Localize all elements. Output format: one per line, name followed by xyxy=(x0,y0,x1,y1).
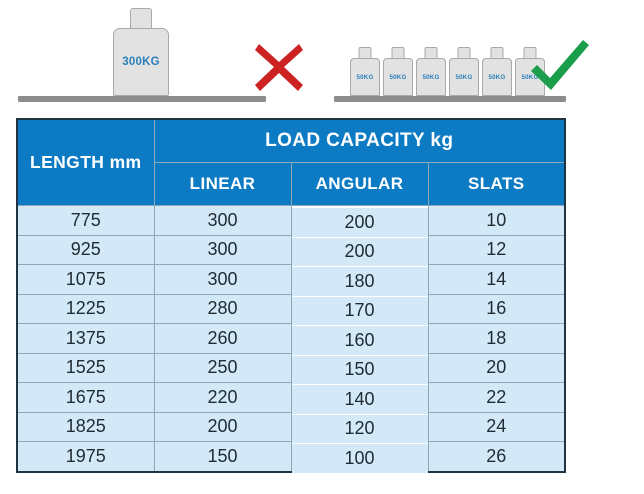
weight-handle-icon xyxy=(457,47,471,60)
cell-angular: 140 xyxy=(290,384,429,415)
cell-length: 925 xyxy=(16,234,155,265)
cell-linear: 300 xyxy=(153,264,292,295)
column-header-linear: LINEAR xyxy=(153,162,292,206)
weight-label: 50KG xyxy=(389,73,407,81)
cell-slats: 16 xyxy=(427,293,566,324)
green-check-icon xyxy=(531,40,589,90)
cell-angular: 120 xyxy=(290,413,429,444)
weight-body-icon: 300KG xyxy=(113,28,169,96)
cell-slats: 14 xyxy=(427,264,566,295)
weight-icon: 50KG xyxy=(350,47,380,96)
column-header-load-capacity: LOAD CAPACITY kg xyxy=(153,118,566,163)
weight-label: 50KG xyxy=(521,73,539,81)
weight-body-icon: 50KG xyxy=(449,58,479,96)
table-header-row-2: LINEAR ANGULAR SLATS xyxy=(17,162,566,206)
cell-slats: 12 xyxy=(427,234,566,265)
table-row: 1675 220 140 22 xyxy=(16,382,566,415)
table-row: 925 300 200 12 xyxy=(16,234,566,267)
weight-icon: 50KG xyxy=(449,47,479,96)
cell-length: 1375 xyxy=(16,323,155,354)
cell-slats: 10 xyxy=(427,205,566,236)
weight-icon: 300KG xyxy=(113,8,169,96)
weight-handle-icon xyxy=(424,47,438,60)
table-row: 1825 200 120 24 xyxy=(16,411,566,444)
table-header-row-1: LENGTH mm LOAD CAPACITY kg xyxy=(16,118,566,206)
weight-handle-icon xyxy=(358,47,372,60)
table-header: LENGTH mm LOAD CAPACITY kg LINEAR ANGULA… xyxy=(16,118,566,206)
cell-length: 1225 xyxy=(16,293,155,324)
weight-handle-icon xyxy=(130,8,152,34)
weight-body-icon: 50KG xyxy=(482,58,512,96)
table-row: 1075 300 180 14 xyxy=(16,264,566,297)
cell-linear: 280 xyxy=(153,293,292,324)
cell-length: 1975 xyxy=(16,441,155,472)
load-capacity-table: LENGTH mm LOAD CAPACITY kg LINEAR ANGULA… xyxy=(16,118,566,474)
table-row: 1525 250 150 20 xyxy=(16,352,566,385)
weight-handle-icon xyxy=(391,47,405,60)
table-body: 775 300 200 10 925 300 200 12 1075 300 1… xyxy=(16,205,566,474)
cell-angular: 150 xyxy=(290,354,429,385)
weight-body-icon: 50KG xyxy=(416,58,446,96)
cell-length: 1525 xyxy=(16,352,155,383)
cell-slats: 26 xyxy=(427,441,566,472)
cell-length: 1675 xyxy=(16,382,155,413)
cell-slats: 22 xyxy=(427,382,566,413)
load-capacity-table-wrapper: LENGTH mm LOAD CAPACITY kg LINEAR ANGULA… xyxy=(16,118,566,474)
weight-icon: 50KG xyxy=(383,47,413,96)
weight-icon: 50KG xyxy=(482,47,512,96)
load-distribution-illustration: 300KG 50KG 50KG 50KG 50KG 50KG xyxy=(0,0,644,113)
weight-icon: 50KG xyxy=(416,47,446,96)
weight-handle-icon xyxy=(490,47,504,60)
table-row: 775 300 200 10 xyxy=(16,205,566,238)
cell-angular: 160 xyxy=(290,325,429,356)
column-header-length: LENGTH mm xyxy=(16,118,155,206)
red-x-icon xyxy=(255,44,303,91)
weight-label: 50KG xyxy=(422,73,440,81)
cell-slats: 24 xyxy=(427,411,566,442)
ground-rail-left xyxy=(18,96,266,102)
weight-body-icon: 50KG xyxy=(350,58,380,96)
cell-angular: 180 xyxy=(290,266,429,297)
cell-angular: 200 xyxy=(290,207,429,238)
table-row: 1375 260 160 18 xyxy=(16,323,566,356)
cell-length: 775 xyxy=(16,205,155,236)
cell-angular: 170 xyxy=(290,295,429,326)
ground-rail-right xyxy=(334,96,566,102)
weight-label: 50KG xyxy=(356,73,374,81)
cell-slats: 20 xyxy=(427,352,566,383)
cell-length: 1075 xyxy=(16,264,155,295)
weight-label: 50KG xyxy=(455,73,473,81)
cell-linear: 150 xyxy=(153,441,292,472)
cell-angular: 200 xyxy=(290,236,429,267)
table-row: 1225 280 170 16 xyxy=(16,293,566,326)
weight-label: 50KG xyxy=(488,73,506,81)
cell-linear: 300 xyxy=(153,234,292,265)
table-row: 1975 150 100 26 xyxy=(16,441,566,474)
weight-body-icon: 50KG xyxy=(383,58,413,96)
cell-length: 1825 xyxy=(16,411,155,442)
cell-linear: 220 xyxy=(153,382,292,413)
column-header-slats: SLATS xyxy=(427,162,566,206)
cell-linear: 250 xyxy=(153,352,292,383)
cell-slats: 18 xyxy=(427,323,566,354)
weight-handle-icon xyxy=(523,47,537,60)
cell-linear: 200 xyxy=(153,411,292,442)
cell-linear: 300 xyxy=(153,205,292,236)
cell-linear: 260 xyxy=(153,323,292,354)
weight-label: 300KG xyxy=(122,56,160,68)
column-header-angular: ANGULAR xyxy=(290,162,429,206)
cell-angular: 100 xyxy=(290,443,429,474)
